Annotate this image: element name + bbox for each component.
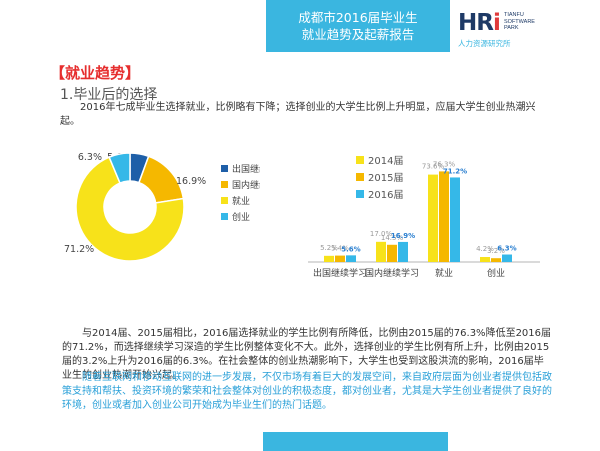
bar-label-3-2: 6.3% — [497, 245, 516, 253]
report-title-line1: 成都市2016届毕业生 — [298, 10, 418, 25]
bar-label-3-1: 3.2% — [487, 247, 505, 255]
outlook-paragraph: 随着互联网和移动互联网的进一步发展，不仅市场有着巨大的发展空间，来自政府层面为创… — [62, 372, 552, 411]
bar-2-0 — [428, 174, 438, 262]
report-header: 成都市2016届毕业生 就业趋势及起薪报告 — [266, 0, 450, 52]
pie-slice-2 — [75, 156, 185, 262]
pie-legend-label-3: 创业 — [232, 211, 250, 223]
bar-3-1 — [491, 258, 501, 262]
summary-paragraph: 2016年七成毕业生选择就业，比例略有下降；选择创业的大学生比例上升明显，应届大… — [60, 102, 536, 127]
logo-cn-name: 人力资源研究所 — [458, 39, 511, 48]
pie-legend-label-1: 国内继续学习 — [232, 179, 260, 191]
bar-3-0 — [480, 257, 490, 262]
bar-category-1: 国内继续学习 — [365, 267, 419, 279]
bar-label-2-0: 73.6% — [422, 163, 445, 171]
bar-category-0: 出国继续学习 — [313, 267, 367, 279]
bar-legend-swatch-1 — [356, 173, 364, 181]
bar-legend-label-2: 2016届 — [368, 189, 403, 201]
bar-label-0-0: 5.2% — [320, 244, 338, 252]
bar-legend-swatch-0 — [356, 156, 364, 164]
logo-mark: HRi — [458, 10, 501, 36]
pie-legend-swatch-0 — [221, 165, 228, 172]
logo-subtitle: TIANFU SOFTWARE PARK — [504, 12, 535, 31]
section-subtitle: 1.毕业后的选择 — [60, 87, 158, 103]
bar-0-1 — [335, 255, 345, 262]
pie-label-2: 71.2% — [64, 244, 94, 255]
bar-legend-label-1: 2015届 — [368, 172, 403, 184]
pie-center-label: 毕业 — [119, 195, 141, 208]
bar-category-2: 就业 — [435, 267, 453, 279]
bar-label-0-1: 5.4% — [331, 245, 349, 253]
bar-label-1-1: 14.5% — [381, 234, 404, 242]
bar-1-1 — [387, 244, 397, 262]
bar-label-0-2: 5.6% — [341, 245, 360, 253]
bar-label-1-2: 16.9% — [391, 232, 415, 240]
bar-1-2 — [398, 241, 408, 262]
report-title-line2: 就业趋势及起薪报告 — [301, 27, 415, 42]
bar-2-2 — [450, 177, 460, 262]
bar-legend-swatch-2 — [356, 190, 364, 198]
pie-legend-swatch-2 — [221, 197, 228, 204]
bar-category-3: 创业 — [487, 267, 505, 279]
bar-0-2 — [346, 255, 356, 262]
pie-legend-label-2: 就业 — [232, 195, 250, 207]
bar-label-3-0: 4.2% — [476, 245, 494, 253]
section-title: 【就业趋势】 — [50, 64, 141, 82]
pie-slice-3 — [108, 152, 131, 184]
comparison-paragraph: 与2014届、2015届相比，2016届选择就业的学生比例有所降低，比例由201… — [62, 328, 552, 381]
bar-2-1 — [439, 171, 449, 262]
bar-1-0 — [376, 241, 386, 262]
bar-label-1-0: 17.0% — [370, 230, 393, 238]
pie-label-3: 6.3% — [78, 152, 102, 163]
bar-chart: 5.2%5.4%5.6% 出国继续学习 17.0%14.5%16.9% 国内继续学习 7… — [308, 155, 540, 279]
bar-3-2 — [502, 254, 512, 262]
pie-center-label-2: 抉择 — [119, 209, 141, 223]
hri-logo: HRi TIANFU SOFTWARE PARK 人力资源研究所 — [458, 8, 548, 50]
bar-label-2-2: 71.2% — [443, 167, 467, 175]
bar-label-2-1: 76.3% — [433, 160, 456, 168]
pie-label-1: 16.9% — [176, 176, 206, 187]
bar-0-0 — [324, 255, 334, 262]
pie-legend-swatch-3 — [221, 213, 228, 220]
pie-legend-label-0: 出国继续学习 — [232, 163, 260, 175]
bar-legend-label-0: 2014届 — [368, 155, 403, 167]
pie-legend-swatch-1 — [221, 181, 228, 188]
footer-bar — [263, 432, 448, 451]
pie-chart: 5.6%16.9%71.2%6.3%毕业抉择出国继续学习国内继续学习就业创业 — [64, 152, 260, 262]
